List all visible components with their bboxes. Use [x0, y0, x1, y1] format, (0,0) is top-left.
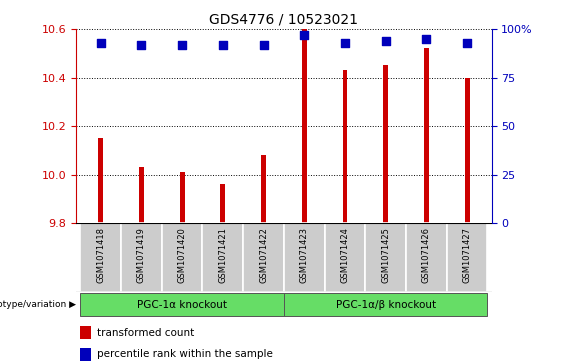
Text: percentile rank within the sample: percentile rank within the sample — [97, 349, 273, 359]
Bar — [180, 172, 185, 223]
Bar — [80, 293, 284, 316]
Bar — [325, 223, 366, 292]
Point — [341, 40, 350, 45]
Bar — [202, 223, 243, 292]
Bar — [98, 138, 103, 223]
Bar — [139, 167, 144, 223]
Bar — [80, 326, 91, 339]
Point — [259, 42, 268, 48]
Bar — [342, 70, 347, 223]
Bar — [366, 223, 406, 292]
Title: GDS4776 / 10523021: GDS4776 / 10523021 — [210, 12, 358, 26]
Bar — [302, 29, 307, 223]
Bar — [220, 184, 225, 223]
Bar — [424, 48, 429, 223]
Bar — [284, 223, 325, 292]
Bar — [406, 223, 447, 292]
Text: GSM1071421: GSM1071421 — [218, 227, 227, 282]
Bar — [243, 223, 284, 292]
Text: GSM1071426: GSM1071426 — [422, 227, 431, 283]
Point — [218, 42, 227, 48]
Point — [463, 40, 472, 45]
Text: GSM1071423: GSM1071423 — [300, 227, 308, 283]
Text: GSM1071424: GSM1071424 — [341, 227, 350, 282]
Bar — [121, 223, 162, 292]
Text: PGC-1α/β knockout: PGC-1α/β knockout — [336, 300, 436, 310]
Bar — [383, 65, 388, 223]
Text: transformed count: transformed count — [97, 328, 194, 338]
Point — [422, 36, 431, 42]
Text: PGC-1α knockout: PGC-1α knockout — [137, 300, 227, 310]
Point — [96, 40, 105, 45]
Text: GSM1071420: GSM1071420 — [177, 227, 186, 282]
Text: GSM1071418: GSM1071418 — [96, 227, 105, 283]
Point — [137, 42, 146, 48]
Bar — [464, 78, 470, 223]
Bar — [447, 223, 488, 292]
Text: genotype/variation ▶: genotype/variation ▶ — [0, 301, 76, 309]
Text: GSM1071427: GSM1071427 — [463, 227, 472, 283]
Point — [300, 32, 309, 38]
Bar — [284, 293, 488, 316]
Bar — [80, 348, 91, 361]
Text: GSM1071425: GSM1071425 — [381, 227, 390, 282]
Bar — [261, 155, 266, 223]
Text: GSM1071422: GSM1071422 — [259, 227, 268, 282]
Bar — [162, 223, 202, 292]
Bar — [80, 223, 121, 292]
Point — [177, 42, 186, 48]
Point — [381, 38, 390, 44]
Text: GSM1071419: GSM1071419 — [137, 227, 146, 282]
